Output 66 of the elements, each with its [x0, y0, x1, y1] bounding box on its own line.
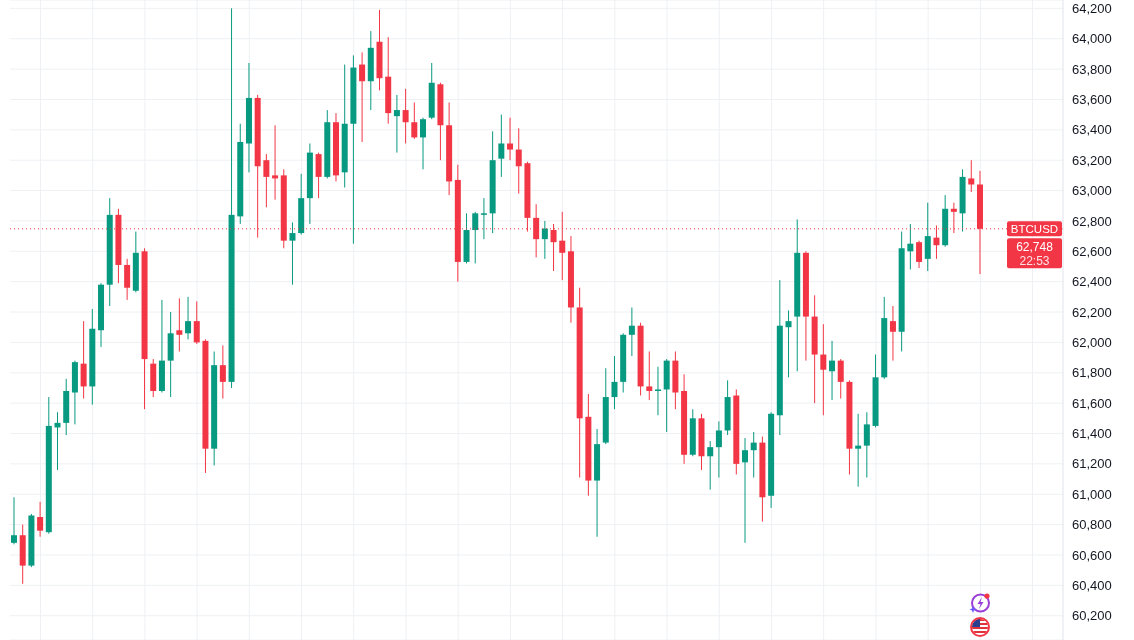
y-tick-label: 60,600 [1072, 547, 1112, 563]
candlestick [411, 101, 418, 140]
y-tick-label: 64,000 [1072, 31, 1112, 47]
y-tick-label: 62,800 [1072, 213, 1112, 229]
candlestick [507, 117, 514, 161]
y-tick-label: 63,600 [1072, 92, 1112, 108]
candlestick [359, 51, 366, 143]
y-tick-label: 60,800 [1072, 517, 1112, 533]
candlestick [707, 440, 714, 491]
y-tick-label: 63,200 [1072, 152, 1112, 168]
annotation: 22:53 [1019, 253, 1050, 268]
ref-line-label: BTCUSD [1010, 222, 1059, 235]
y-tick-label: 60,200 [1072, 608, 1112, 624]
y-tick-label: 63,800 [1072, 61, 1112, 77]
candlestick [889, 305, 896, 362]
candlestick [855, 413, 862, 488]
candlestick [176, 297, 183, 353]
candlestick [80, 320, 87, 400]
candlestick [515, 127, 522, 195]
candlestick [124, 258, 131, 301]
candlestick [263, 153, 270, 208]
candlestick [402, 88, 409, 144]
candlestick [272, 124, 279, 201]
y-tick-label: 63,000 [1072, 183, 1112, 199]
y-tick-label: 62,000 [1072, 335, 1112, 351]
candlestick [968, 159, 975, 193]
y-tick-label: 62,400 [1072, 274, 1112, 290]
candlestick [820, 323, 827, 416]
y-tick-label: 61,400 [1072, 426, 1112, 442]
y-tick-label: 61,800 [1072, 365, 1112, 381]
candlestick [420, 117, 427, 170]
candlestick [11, 496, 17, 545]
candlestick [541, 220, 548, 260]
candlestick [393, 94, 400, 154]
candlestick [611, 355, 618, 410]
candlestick [37, 501, 44, 538]
candlestick [863, 411, 870, 479]
candlestick [185, 296, 192, 340]
candlestick [498, 114, 505, 178]
candlestick [924, 202, 931, 272]
candlestick [750, 431, 757, 479]
candlestick [785, 310, 792, 378]
candlestick [715, 420, 722, 479]
candlestick [480, 197, 487, 240]
candlestick [193, 300, 200, 345]
candlestick [472, 211, 479, 264]
candlestick [837, 358, 844, 400]
candlestick [219, 344, 226, 400]
y-tick-label: 62,600 [1072, 243, 1112, 259]
candlestick [654, 366, 661, 416]
candlestick [907, 223, 914, 271]
candlestick [628, 306, 635, 357]
candlestick [742, 437, 749, 544]
candlestick [916, 240, 923, 269]
y-tick-label: 61,000 [1072, 486, 1112, 502]
y-tick-label: 64,200 [1072, 0, 1112, 16]
candlestick [289, 221, 296, 286]
annotation: 62,748 [1016, 239, 1054, 254]
candlestick [646, 351, 653, 401]
candlestick [829, 340, 836, 401]
y-tick-label: 61,200 [1072, 456, 1112, 472]
candlestick [315, 152, 322, 199]
y-tick-label: 62,200 [1072, 304, 1112, 320]
y-tick-label: 60,400 [1072, 577, 1112, 593]
y-tick-label: 61,600 [1072, 395, 1112, 411]
y-tick-label: 63,400 [1072, 122, 1112, 138]
